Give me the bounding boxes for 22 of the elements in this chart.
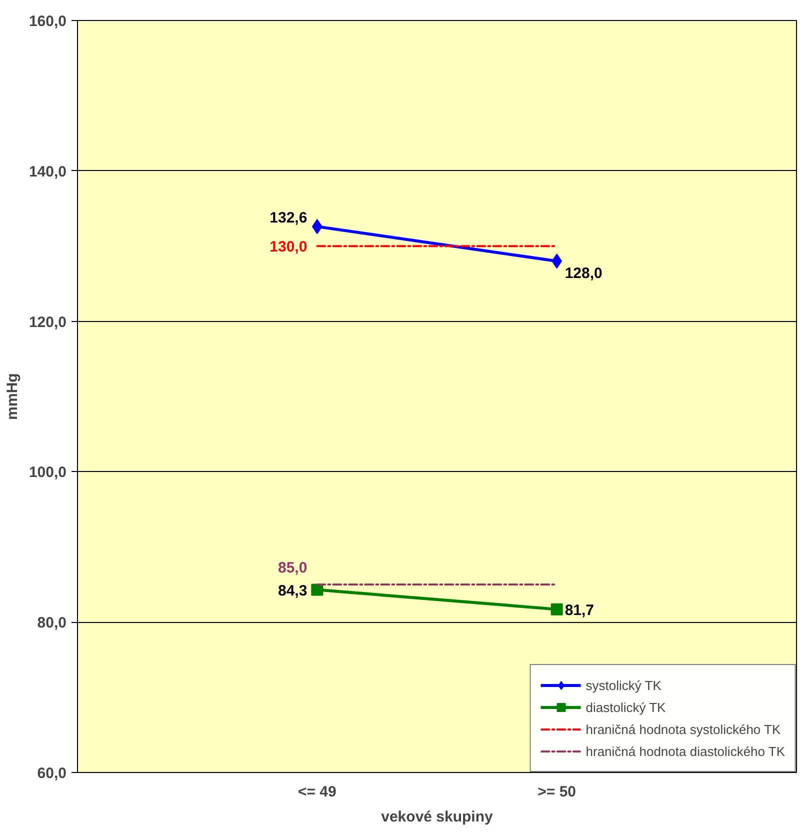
x-axis-title: vekové skupiny: [381, 808, 494, 826]
y-tick-label: 60,0: [37, 765, 67, 782]
x-tick-label: >= 50: [538, 784, 576, 800]
legend-label: hraničná hodnota diastolického TK: [586, 744, 785, 758]
y-tick-label: 140,0: [28, 163, 67, 180]
data-label: 81,7: [564, 602, 594, 619]
y-tick-label: 80,0: [37, 614, 67, 632]
data-label: 85,0: [278, 560, 308, 576]
data-label: 130,0: [270, 238, 308, 256]
y-tick-label: 160,0: [28, 13, 67, 30]
data-label: 128,0: [564, 265, 602, 282]
data-label: 84,3: [278, 582, 308, 600]
y-tick-label: 120,0: [28, 314, 67, 331]
point: [550, 603, 563, 616]
legend-label: hraničná hodnota systolického TK: [586, 722, 781, 736]
x-tick-label: <= 49: [298, 784, 336, 800]
data-label: 132,6: [270, 210, 308, 227]
point: [311, 584, 324, 596]
y-axis-title: mmHg: [4, 373, 21, 420]
legend-label: diastolický TK: [586, 700, 666, 714]
y-tick-label: 100,0: [28, 464, 67, 482]
legend-label: systolický TK: [586, 678, 662, 692]
